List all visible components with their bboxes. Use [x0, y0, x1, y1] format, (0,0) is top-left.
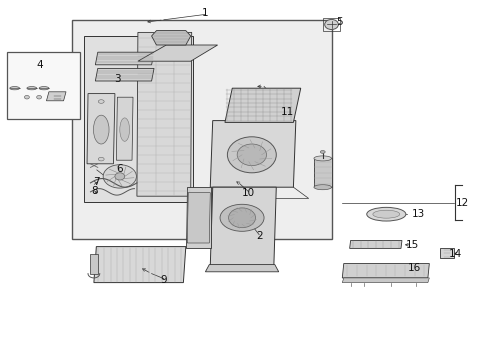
- Polygon shape: [342, 264, 428, 278]
- Ellipse shape: [313, 156, 331, 161]
- Text: 13: 13: [410, 209, 424, 219]
- Ellipse shape: [27, 86, 37, 90]
- Ellipse shape: [220, 204, 264, 231]
- Ellipse shape: [320, 150, 325, 153]
- Text: 10: 10: [242, 188, 254, 198]
- Ellipse shape: [39, 86, 49, 90]
- Text: 12: 12: [454, 198, 468, 208]
- Text: 8: 8: [91, 186, 98, 196]
- Ellipse shape: [98, 100, 104, 103]
- Polygon shape: [439, 248, 453, 258]
- Polygon shape: [313, 158, 331, 187]
- Polygon shape: [94, 247, 185, 283]
- Text: 9: 9: [160, 275, 167, 285]
- Ellipse shape: [227, 137, 276, 173]
- Text: 2: 2: [255, 231, 262, 241]
- Ellipse shape: [98, 157, 104, 161]
- Ellipse shape: [237, 144, 266, 166]
- Polygon shape: [116, 97, 133, 160]
- Polygon shape: [138, 45, 217, 61]
- Ellipse shape: [372, 210, 399, 218]
- Text: 6: 6: [116, 164, 123, 174]
- Text: 1: 1: [202, 8, 208, 18]
- Ellipse shape: [93, 115, 109, 144]
- Bar: [7, 52, 80, 119]
- Polygon shape: [210, 121, 295, 187]
- Text: 4: 4: [37, 60, 43, 70]
- Ellipse shape: [313, 185, 331, 190]
- Polygon shape: [349, 240, 401, 248]
- Polygon shape: [84, 36, 193, 202]
- Text: 5: 5: [336, 17, 343, 27]
- Polygon shape: [185, 187, 211, 248]
- Text: 3: 3: [114, 74, 121, 84]
- Polygon shape: [224, 88, 300, 122]
- Text: 11: 11: [280, 107, 294, 117]
- Polygon shape: [87, 94, 115, 164]
- Text: 15: 15: [405, 240, 418, 250]
- Ellipse shape: [10, 86, 20, 90]
- Polygon shape: [210, 187, 276, 266]
- Polygon shape: [137, 32, 191, 196]
- Ellipse shape: [228, 208, 255, 228]
- Text: 7: 7: [93, 177, 100, 187]
- Polygon shape: [95, 68, 154, 81]
- Ellipse shape: [24, 95, 29, 99]
- Ellipse shape: [115, 173, 124, 180]
- Text: 14: 14: [448, 249, 462, 259]
- Text: 16: 16: [407, 263, 421, 273]
- Bar: [72, 20, 331, 239]
- Polygon shape: [187, 193, 210, 243]
- Polygon shape: [95, 52, 154, 65]
- Ellipse shape: [324, 19, 338, 30]
- Polygon shape: [46, 92, 66, 101]
- Polygon shape: [342, 278, 428, 283]
- Ellipse shape: [120, 118, 129, 141]
- Polygon shape: [151, 31, 190, 45]
- Polygon shape: [205, 265, 278, 272]
- Ellipse shape: [103, 165, 136, 188]
- Polygon shape: [90, 254, 98, 274]
- Ellipse shape: [37, 95, 41, 99]
- Ellipse shape: [366, 207, 405, 221]
